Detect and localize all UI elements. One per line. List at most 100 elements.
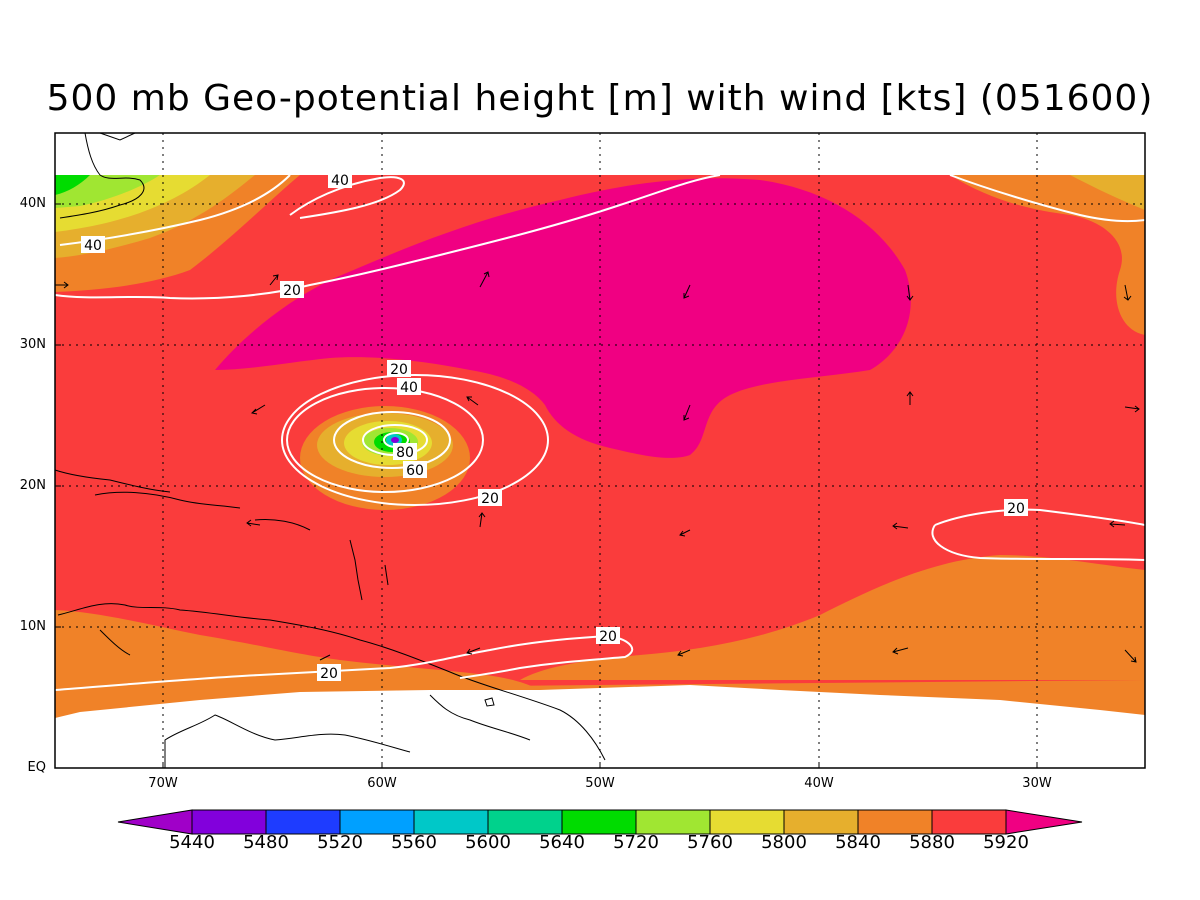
wind-vector bbox=[466, 396, 479, 406]
fill-5840-ne bbox=[950, 175, 1145, 335]
contour-label: 20 bbox=[280, 281, 304, 299]
wind-contour-20-south bbox=[55, 634, 634, 691]
wind-contour-ne bbox=[949, 174, 1145, 223]
fill-5840-se bbox=[520, 555, 1145, 680]
contour-label: 40 bbox=[81, 236, 105, 254]
wind-contour-20-east bbox=[931, 508, 1145, 561]
wind-vector bbox=[269, 274, 279, 286]
wind-vector bbox=[1123, 284, 1132, 301]
wind-vector bbox=[679, 529, 691, 537]
colorbar-swatch-low bbox=[117, 809, 193, 835]
svg-text:80: 80 bbox=[396, 445, 414, 461]
colorbar-swatch bbox=[783, 809, 859, 835]
svg-text:20: 20 bbox=[390, 362, 408, 378]
colorbar-label: 5440 bbox=[169, 832, 215, 853]
colorbar-label: 5600 bbox=[465, 832, 511, 853]
lon-label-70w: 70W bbox=[148, 776, 178, 791]
colorbar-swatch bbox=[635, 809, 711, 835]
colorbar-label: 5920 bbox=[983, 832, 1029, 853]
wind-vector bbox=[1124, 649, 1137, 663]
wind-vector bbox=[479, 271, 490, 288]
colorbar-label: 5640 bbox=[539, 832, 585, 853]
wind-contour-20-cyclone bbox=[281, 374, 549, 506]
wind-vector bbox=[55, 281, 69, 289]
wind-vector bbox=[466, 647, 481, 655]
wind-vector bbox=[677, 649, 691, 657]
contour-label: 60 bbox=[403, 461, 427, 479]
lat-label-40n: 40N bbox=[19, 196, 46, 211]
wind-vector bbox=[1109, 520, 1126, 528]
lon-label-30w: 30W bbox=[1022, 776, 1052, 791]
map-title: 500 mb Geo-potential height [m] with win… bbox=[46, 78, 1154, 119]
colorbar-label: 5800 bbox=[761, 832, 807, 853]
contour-labels: 40 40 20 20 40 80 60 20 20 20 20 bbox=[81, 171, 1028, 682]
colorbar-swatch bbox=[931, 809, 1007, 835]
colorbar-swatch bbox=[487, 809, 563, 835]
colorbar-label: 5720 bbox=[613, 832, 659, 853]
coastlines bbox=[54, 132, 606, 768]
contour-label: 20 bbox=[317, 664, 341, 682]
wind-contour-40-cyclone bbox=[286, 387, 484, 493]
contour-label: 20 bbox=[478, 489, 502, 507]
contour-label: 20 bbox=[596, 627, 620, 645]
svg-text:40: 40 bbox=[331, 173, 349, 189]
wind-vector bbox=[906, 391, 914, 405]
fill-5640-nw bbox=[55, 175, 90, 195]
contour-label: 80 bbox=[393, 443, 417, 461]
gridlines bbox=[55, 133, 1145, 768]
svg-text:60: 60 bbox=[406, 463, 424, 479]
lat-label-10n: 10N bbox=[19, 619, 46, 634]
colorbar-label: 5840 bbox=[835, 832, 881, 853]
colorbar-swatch bbox=[413, 809, 489, 835]
lat-label-eq: EQ bbox=[27, 760, 46, 775]
colorbar-swatch bbox=[709, 809, 785, 835]
wind-vector bbox=[246, 519, 261, 527]
fill-5800-ne bbox=[1070, 175, 1145, 210]
wind-vector bbox=[478, 512, 486, 528]
wind-vector bbox=[250, 404, 266, 415]
fill-5920-ridge bbox=[215, 178, 911, 458]
svg-text:20: 20 bbox=[481, 491, 499, 507]
colorbar-label: 5560 bbox=[391, 832, 437, 853]
lat-label-20n: 20N bbox=[19, 478, 46, 493]
wind-vector bbox=[683, 404, 691, 421]
colorbar-swatch bbox=[191, 809, 267, 835]
wind-vector bbox=[683, 284, 691, 299]
colorbar-label: 5520 bbox=[317, 832, 363, 853]
wind-contour-60-cyclone bbox=[333, 411, 451, 469]
wind-vector bbox=[892, 647, 909, 655]
svg-text:40: 40 bbox=[400, 380, 418, 396]
svg-text:20: 20 bbox=[599, 629, 617, 645]
colorbar-swatch bbox=[561, 809, 637, 835]
fill-5840-south bbox=[55, 610, 540, 700]
svg-text:20: 20 bbox=[283, 283, 301, 299]
lon-label-60w: 60W bbox=[367, 776, 397, 791]
wind-contour-40-n bbox=[289, 176, 405, 219]
lon-label-40w: 40W bbox=[804, 776, 834, 791]
svg-text:20: 20 bbox=[1007, 501, 1025, 517]
colorbar-swatch bbox=[857, 809, 933, 835]
fill-5720-nw bbox=[55, 175, 160, 208]
colorbar-label: 5480 bbox=[243, 832, 289, 853]
colorbar-label: 5760 bbox=[687, 832, 733, 853]
colorbar bbox=[117, 809, 1083, 835]
colorbar-swatch bbox=[265, 809, 341, 835]
contour-label: 40 bbox=[397, 378, 421, 396]
contour-label: 40 bbox=[328, 171, 352, 189]
fill-5520-cyclone bbox=[391, 437, 399, 443]
wind-vector bbox=[892, 522, 909, 530]
undefined-region bbox=[55, 685, 1145, 768]
colorbar-swatch bbox=[339, 809, 415, 835]
svg-text:40: 40 bbox=[84, 238, 102, 254]
axis-ticks bbox=[55, 203, 1038, 768]
contour-label: 20 bbox=[387, 360, 411, 378]
svg-text:20: 20 bbox=[320, 666, 338, 682]
contour-label: 20 bbox=[1004, 499, 1028, 517]
wind-vector bbox=[906, 284, 914, 301]
wind-vectors bbox=[55, 271, 1140, 663]
lon-label-50w: 50W bbox=[585, 776, 615, 791]
colorbar-label: 5880 bbox=[909, 832, 955, 853]
wind-contour-20-n bbox=[55, 174, 721, 300]
wind-vector bbox=[1124, 405, 1140, 413]
